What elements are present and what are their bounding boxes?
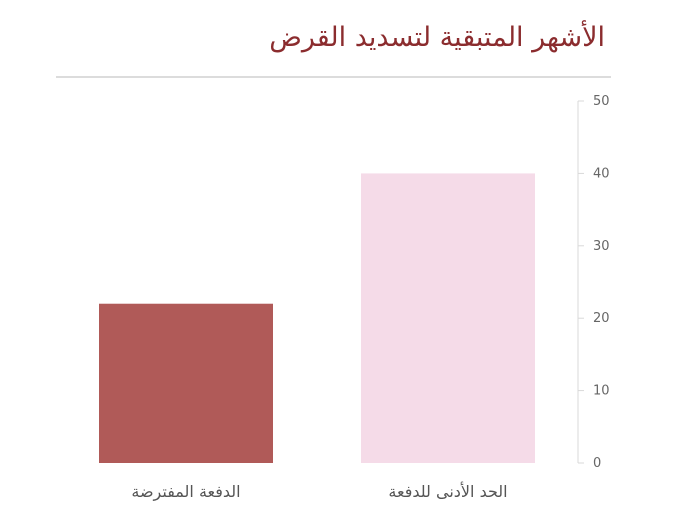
y-tick-label: 0: [593, 456, 601, 471]
bar: [361, 173, 535, 463]
bar: [99, 303, 273, 463]
chart-title: الأشهر المتبقية لتسديد القرض: [269, 22, 605, 53]
y-tick-label: 10: [593, 384, 610, 399]
category-label: الحد الأدنى للدفعة: [388, 481, 507, 501]
y-tick-label: 40: [593, 166, 610, 181]
category-label: الدفعة المفترضة: [131, 482, 240, 502]
y-tick-label: 50: [593, 94, 610, 109]
title-divider: [56, 76, 611, 78]
y-tick-label: 20: [593, 311, 610, 326]
y-tick-label: 30: [593, 239, 610, 254]
